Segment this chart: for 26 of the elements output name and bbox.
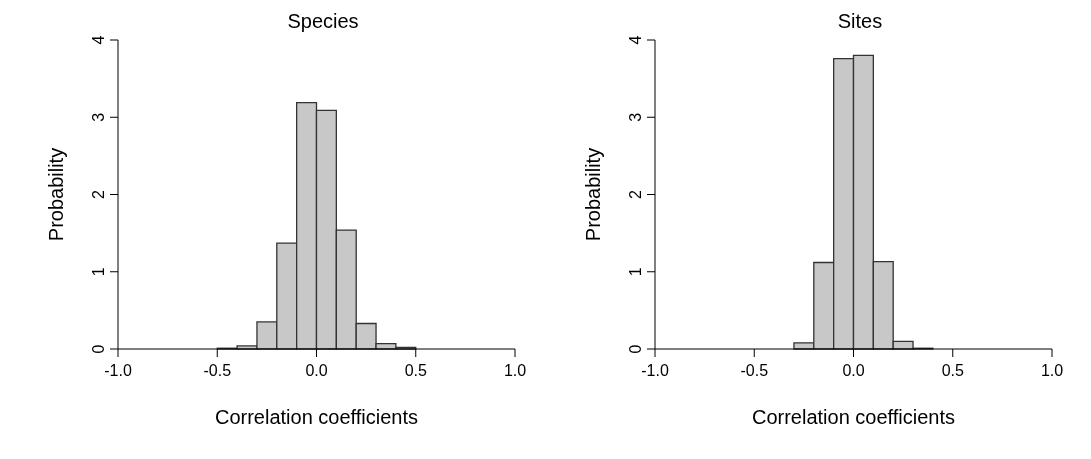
x-tick-label: 0.5 [941,362,964,380]
x-axis-title: Correlation coefficients [751,406,956,428]
x-tick-label: -0.5 [203,362,232,380]
y-tick-label: 3 [627,112,644,122]
y-tick-label: 4 [627,35,644,45]
y-axis-title: Probability [45,147,68,242]
x-axis-title: Correlation coefficients [214,406,419,428]
y-tick-label: 3 [90,112,107,122]
chart-title: Species [286,10,360,33]
x-tick-label: 1.0 [503,362,527,380]
x-tick-label: -1.0 [641,362,669,380]
y-tick-label: 0 [627,344,644,354]
x-tick-label: 1.0 [1040,362,1064,380]
x-tick-label: 0.0 [842,362,865,380]
y-tick-label: 1 [627,267,644,277]
y-axis-title: Probability [582,147,605,242]
y-tick-label: 1 [90,267,107,277]
x-tick-label: -0.5 [740,362,769,380]
y-tick-label: 0 [90,344,107,354]
y-tick-label: 2 [627,189,644,199]
y-tick-label: 4 [90,35,107,45]
chart-title: Sites [836,10,884,33]
x-tick-label: 0.5 [404,362,427,380]
x-tick-label: 0.0 [305,362,328,380]
x-tick-label: -1.0 [104,362,132,380]
y-tick-label: 2 [90,189,107,199]
